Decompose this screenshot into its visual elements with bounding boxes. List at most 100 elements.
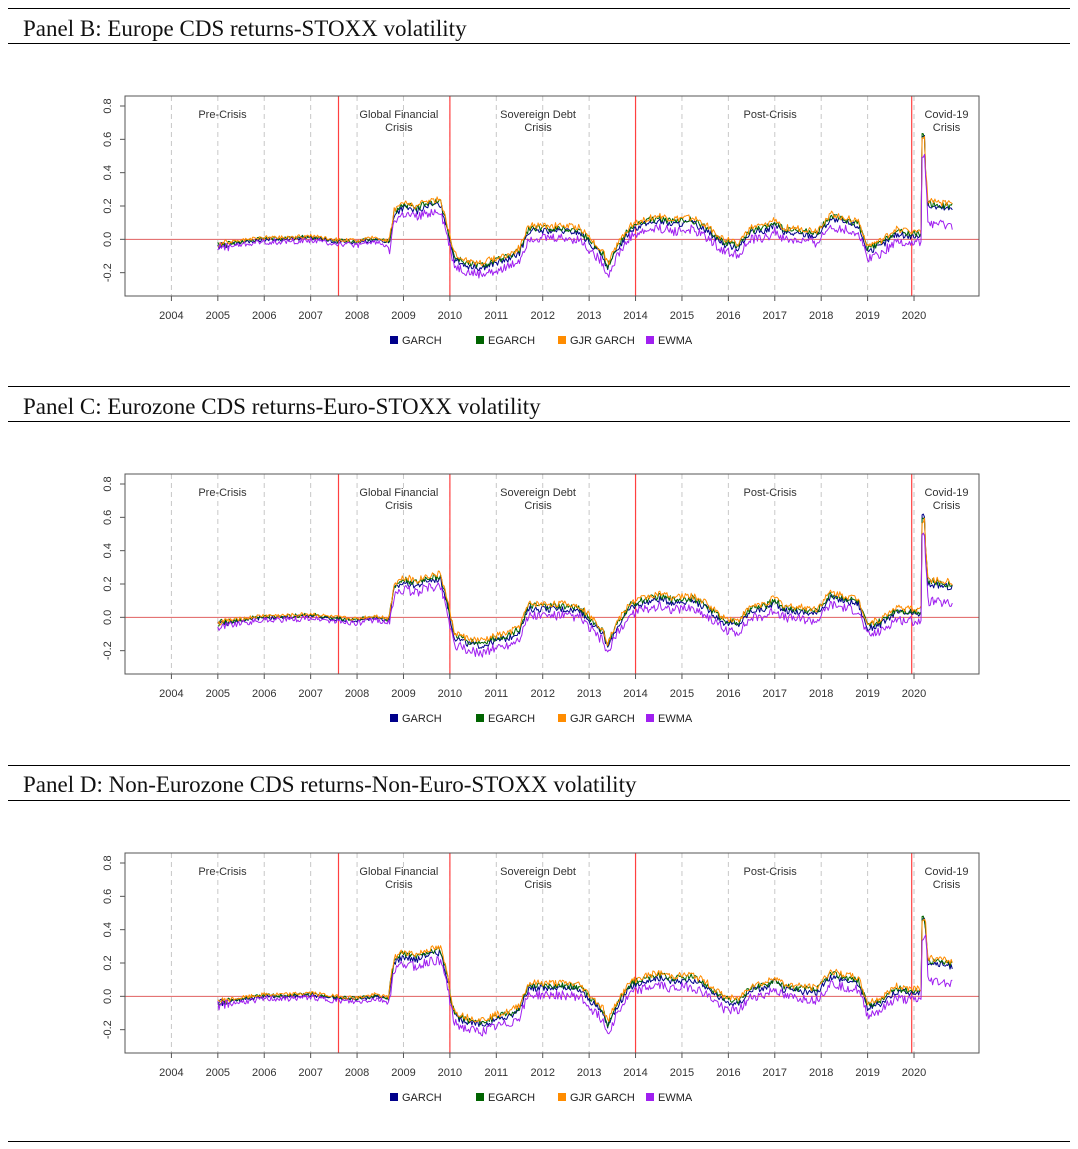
y-tick-label: 0.4 bbox=[102, 543, 114, 558]
legend-label: GARCH bbox=[402, 713, 442, 725]
y-tick-label: 0.2 bbox=[102, 576, 114, 591]
x-tick-label: 2010 bbox=[438, 310, 462, 322]
x-tick-label: 2011 bbox=[484, 688, 508, 700]
y-tick-label: 0.2 bbox=[102, 198, 114, 213]
y-tick-label: 0.0 bbox=[102, 989, 114, 1004]
rule-top-b bbox=[8, 8, 1070, 9]
series-line-ewma bbox=[217, 934, 953, 1037]
x-tick-label: 2012 bbox=[530, 1067, 554, 1079]
legend-label: GJR GARCH bbox=[570, 335, 635, 347]
panel-d-chart: 2004 2005 2006 2007 2008 2009 2010 2011 2012 2013… bbox=[102, 852, 980, 1104]
legend-swatch bbox=[646, 1093, 654, 1101]
period-label-line2: Crisis bbox=[933, 500, 961, 512]
x-tick-label: 2005 bbox=[206, 688, 230, 700]
x-tick-label: 2011 bbox=[484, 310, 508, 322]
period-label-line2: Crisis bbox=[933, 879, 961, 891]
series-line-egarch bbox=[217, 517, 953, 647]
series-line-ewma bbox=[217, 153, 953, 279]
period-label: Post-Crisis bbox=[744, 109, 798, 121]
panel-b-title: Panel B: Europe CDS returns-STOXX volati… bbox=[23, 16, 467, 41]
period-label-line2: Crisis bbox=[524, 122, 552, 134]
y-tick-label: 0.8 bbox=[102, 98, 114, 113]
series-line-gjr-garch bbox=[217, 918, 953, 1023]
y-tick-label: 0.4 bbox=[102, 165, 114, 180]
x-tick-label: 2018 bbox=[809, 1067, 833, 1079]
x-tick-label: 2014 bbox=[623, 310, 647, 322]
y-tick-label: 0.8 bbox=[102, 476, 114, 491]
y-tick-label: 0.8 bbox=[102, 855, 114, 870]
period-label: Sovereign Debt bbox=[500, 487, 576, 499]
x-tick-label: 2011 bbox=[484, 1067, 508, 1079]
panel-d-title: Panel D: Non-Eurozone CDS returns-Non-Eu… bbox=[23, 772, 637, 797]
x-tick-label: 2017 bbox=[763, 310, 787, 322]
series-line-gjr-garch bbox=[217, 136, 953, 266]
series-line-egarch bbox=[217, 915, 953, 1028]
x-tick-label: 2009 bbox=[391, 688, 415, 700]
x-tick-label: 2009 bbox=[391, 1067, 415, 1079]
period-label-line2: Crisis bbox=[524, 879, 552, 891]
legend-swatch bbox=[476, 336, 484, 344]
x-tick-label: 2007 bbox=[298, 1067, 322, 1079]
rule-under-d bbox=[8, 800, 1070, 801]
series-line-garch bbox=[217, 135, 953, 271]
x-tick-label: 2020 bbox=[902, 1067, 926, 1079]
period-label: Covid-19 bbox=[924, 487, 968, 499]
legend-label: EWMA bbox=[658, 713, 693, 725]
period-label-line2: Crisis bbox=[385, 122, 413, 134]
y-tick-label: -0.2 bbox=[102, 263, 114, 282]
x-tick-label: 2005 bbox=[206, 1067, 230, 1079]
series-line-garch bbox=[217, 917, 953, 1029]
x-tick-label: 2007 bbox=[298, 688, 322, 700]
legend-swatch bbox=[390, 714, 398, 722]
rule-top-d bbox=[8, 765, 1070, 766]
legend-label: GARCH bbox=[402, 1092, 442, 1104]
x-tick-label: 2013 bbox=[577, 1067, 601, 1079]
x-tick-label: 2012 bbox=[530, 688, 554, 700]
y-tick-label: -0.2 bbox=[102, 641, 114, 660]
period-label-line2: Crisis bbox=[385, 879, 413, 891]
legend-swatch bbox=[476, 714, 484, 722]
legend-swatch bbox=[646, 714, 654, 722]
period-label-line2: Crisis bbox=[933, 122, 961, 134]
legend-label: GJR GARCH bbox=[570, 1092, 635, 1104]
x-tick-label: 2006 bbox=[252, 1067, 276, 1079]
period-label-line2: Crisis bbox=[385, 500, 413, 512]
plot-frame bbox=[124, 95, 980, 297]
legend-swatch bbox=[390, 1093, 398, 1101]
legend-swatch bbox=[476, 1093, 484, 1101]
series-line-egarch bbox=[217, 133, 953, 269]
x-tick-label: 2015 bbox=[670, 1067, 694, 1079]
x-tick-label: 2010 bbox=[438, 688, 462, 700]
panel-c-chart: 2004 2005 2006 2007 2008 2009 2010 2011 2012 2013… bbox=[102, 473, 980, 725]
series-line-gjr-garch bbox=[217, 517, 953, 646]
x-tick-label: 2016 bbox=[716, 1067, 740, 1079]
period-label: Pre-Crisis bbox=[198, 487, 247, 499]
x-tick-label: 2008 bbox=[345, 688, 369, 700]
rule-bottom bbox=[8, 1141, 1070, 1142]
x-tick-label: 2020 bbox=[902, 310, 926, 322]
y-tick-label: 0.6 bbox=[102, 889, 114, 904]
legend-label: EWMA bbox=[658, 1092, 693, 1104]
x-tick-label: 2017 bbox=[763, 688, 787, 700]
y-tick-label: 0.4 bbox=[102, 922, 114, 937]
plot-frame bbox=[124, 852, 980, 1054]
legend-swatch bbox=[646, 336, 654, 344]
y-tick-label: 0.6 bbox=[102, 510, 114, 525]
x-tick-label: 2014 bbox=[623, 1067, 647, 1079]
legend-label: GJR GARCH bbox=[570, 713, 635, 725]
period-label: Sovereign Debt bbox=[500, 866, 576, 878]
legend-label: EGARCH bbox=[488, 335, 535, 347]
x-tick-label: 2005 bbox=[206, 310, 230, 322]
period-label: Pre-Crisis bbox=[198, 109, 247, 121]
x-tick-label: 2013 bbox=[577, 310, 601, 322]
x-tick-label: 2016 bbox=[716, 688, 740, 700]
y-tick-label: 0.2 bbox=[102, 955, 114, 970]
rule-top-c bbox=[8, 386, 1070, 387]
y-tick-label: 0.0 bbox=[102, 610, 114, 625]
period-label: Sovereign Debt bbox=[500, 109, 576, 121]
x-tick-label: 2006 bbox=[252, 688, 276, 700]
x-tick-label: 2008 bbox=[345, 1067, 369, 1079]
x-tick-label: 2019 bbox=[855, 688, 879, 700]
y-tick-label: 0.0 bbox=[102, 232, 114, 247]
x-tick-label: 2013 bbox=[577, 688, 601, 700]
